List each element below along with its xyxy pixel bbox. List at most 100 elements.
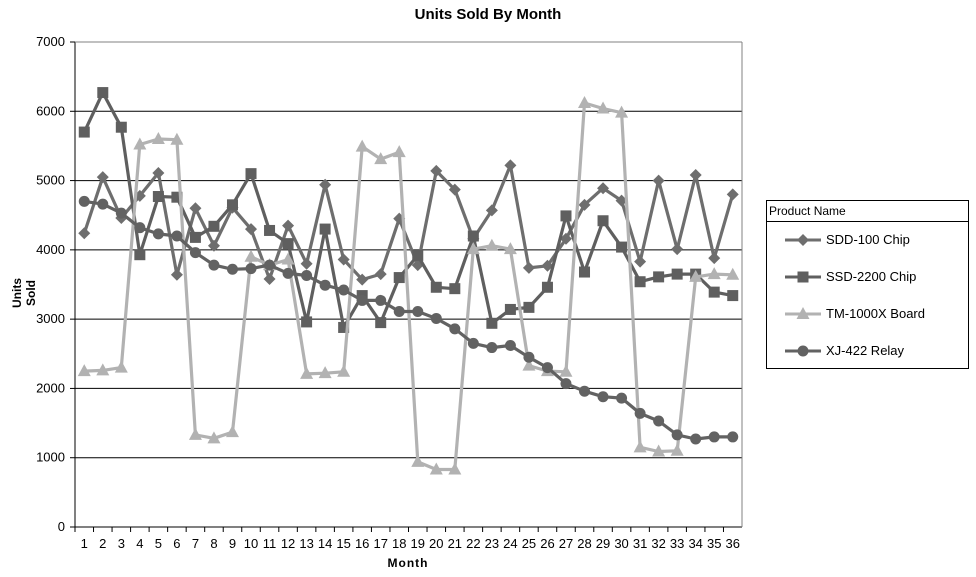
data-point-tm-1000x-board: [689, 269, 703, 282]
data-point-ssd-2200-chip: [653, 271, 665, 283]
x-tick-label: 4: [136, 536, 143, 551]
data-point-sdd-100-chip: [430, 164, 443, 177]
data-point-ssd-2200-chip: [523, 301, 535, 313]
data-point-xj-422-relay: [226, 263, 238, 275]
data-point-tm-1000x-board: [96, 363, 110, 376]
x-tick-label: 1: [81, 536, 88, 551]
series-layer: [77, 87, 740, 475]
legend-marker-tm-1000x-board: [796, 307, 810, 319]
data-point-tm-1000x-board: [188, 427, 202, 440]
data-point-tm-1000x-board: [207, 431, 221, 444]
data-point-ssd-2200-chip: [245, 168, 257, 180]
data-point-xj-422-relay: [393, 306, 405, 318]
data-point-xj-422-relay: [264, 259, 276, 271]
data-point-tm-1000x-board: [318, 366, 332, 379]
data-point-tm-1000x-board: [281, 252, 295, 265]
data-point-tm-1000x-board: [225, 425, 239, 438]
data-point-ssd-2200-chip: [282, 238, 294, 250]
data-point-xj-422-relay: [727, 431, 739, 443]
data-point-xj-422-relay: [653, 415, 665, 427]
data-point-sdd-100-chip: [189, 202, 202, 215]
x-tick-label: 6: [173, 536, 180, 551]
data-point-tm-1000x-board: [355, 139, 369, 152]
x-tick-label: 30: [614, 536, 628, 551]
data-point-sdd-100-chip: [152, 166, 165, 179]
x-tick-label: 21: [448, 536, 462, 551]
data-point-xj-422-relay: [282, 267, 294, 279]
x-tick-label: 28: [577, 536, 591, 551]
data-point-ssd-2200-chip: [78, 126, 90, 138]
data-point-ssd-2200-chip: [597, 215, 609, 227]
x-tick-label: 17: [373, 536, 387, 551]
data-point-tm-1000x-board: [133, 137, 147, 150]
data-point-tm-1000x-board: [411, 454, 425, 467]
legend-label: SSD-2200 Chip: [826, 269, 917, 284]
data-point-xj-422-relay: [338, 284, 350, 296]
legend-label: TM-1000X Board: [826, 306, 925, 321]
data-point-xj-422-relay: [97, 198, 109, 210]
series-line-sdd-100-chip: [82, 163, 735, 282]
data-point-ssd-2200-chip: [319, 223, 331, 235]
x-tick-label: 18: [392, 536, 406, 551]
legend-marker-sdd-100-chip: [797, 234, 809, 246]
x-tick-label: 11: [263, 536, 277, 551]
y-tick-label: 4000: [36, 242, 65, 257]
x-tick-label: 35: [707, 536, 721, 551]
legend-swatch-sdd-100-chip: [785, 234, 821, 246]
data-point-ssd-2200-chip: [264, 224, 276, 236]
data-point-tm-1000x-board: [300, 366, 314, 379]
data-point-sdd-100-chip: [245, 223, 258, 236]
x-tick-label: 3: [118, 536, 125, 551]
data-point-sdd-100-chip: [689, 169, 702, 182]
data-point-sdd-100-chip: [282, 219, 295, 232]
data-point-xj-422-relay: [245, 263, 257, 275]
data-point-xj-422-relay: [375, 294, 387, 306]
series-line-tm-1000x-board: [84, 101, 733, 472]
data-point-ssd-2200-chip: [541, 281, 553, 293]
data-point-xj-422-relay: [356, 294, 368, 306]
data-point-tm-1000x-board: [448, 462, 462, 475]
x-tick-label: 19: [411, 536, 425, 551]
data-point-ssd-2200-chip: [97, 87, 109, 99]
data-point-sdd-100-chip: [448, 183, 461, 196]
data-point-tm-1000x-board: [429, 462, 443, 475]
x-tick-label: 22: [466, 536, 480, 551]
data-point-xj-422-relay: [430, 312, 442, 324]
data-point-tm-1000x-board: [170, 132, 184, 145]
x-tick-label: 29: [596, 536, 610, 551]
y-tick-label: 0: [58, 519, 65, 534]
x-tick-label: 36: [726, 536, 740, 551]
legend-swatch-ssd-2200-chip: [785, 271, 821, 283]
data-point-tm-1000x-board: [726, 267, 740, 280]
data-point-sdd-100-chip: [726, 188, 739, 201]
data-point-xj-422-relay: [134, 222, 146, 234]
series-xj-422-relay: [78, 195, 739, 445]
data-point-ssd-2200-chip: [189, 231, 201, 243]
y-tick-label: 6000: [36, 103, 65, 118]
data-point-ssd-2200-chip: [504, 303, 516, 315]
data-point-sdd-100-chip: [504, 159, 517, 172]
data-point-tm-1000x-board: [374, 152, 388, 165]
x-tick-label: 8: [210, 536, 217, 551]
y-tick-label: 1000: [36, 450, 65, 465]
x-tick-label: 15: [336, 536, 350, 551]
data-point-sdd-100-chip: [708, 252, 721, 265]
legend-label: SDD-100 Chip: [826, 232, 910, 247]
data-point-sdd-100-chip: [485, 204, 498, 217]
data-point-sdd-100-chip: [541, 259, 554, 272]
data-point-sdd-100-chip: [300, 257, 313, 270]
data-point-tm-1000x-board: [670, 443, 684, 456]
data-point-xj-422-relay: [301, 269, 313, 281]
data-point-ssd-2200-chip: [208, 220, 220, 232]
y-tick-label: 7000: [36, 34, 65, 49]
data-point-xj-422-relay: [560, 378, 572, 390]
x-tick-label: 26: [540, 536, 554, 551]
legend-entry-tm-1000x-board: TM-1000X Board: [767, 304, 968, 324]
data-point-tm-1000x-board: [485, 238, 499, 251]
data-point-xj-422-relay: [152, 228, 164, 240]
axes: [70, 41, 743, 532]
series-tm-1000x-board: [77, 95, 740, 475]
data-point-xj-422-relay: [671, 429, 683, 441]
data-point-xj-422-relay: [634, 407, 646, 419]
